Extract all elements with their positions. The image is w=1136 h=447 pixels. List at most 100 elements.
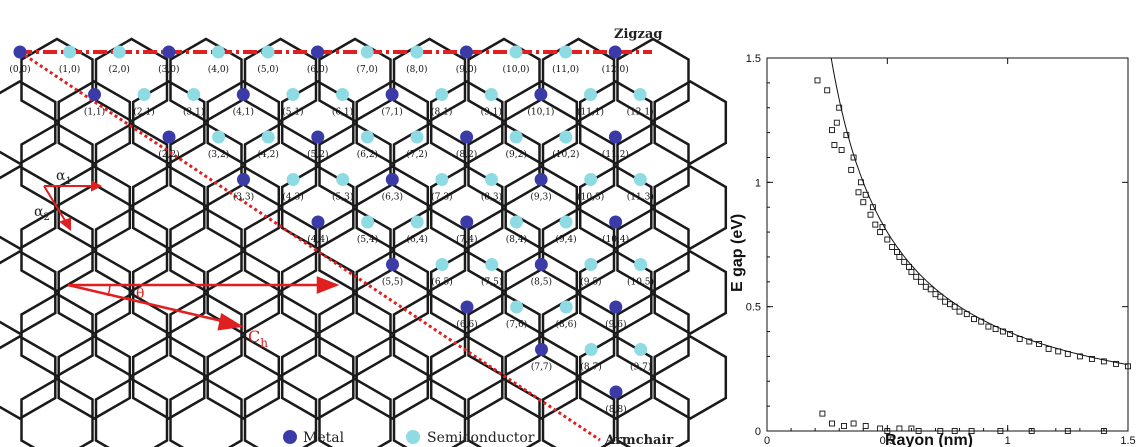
chirality-index-label: (4,4) [307,234,328,245]
hexagon-cell [94,122,169,208]
y-tick-label: 1.5 [746,53,761,65]
chirality-index-label: (8,1) [431,107,452,118]
hexagon-cell [578,80,653,165]
hexagon-cell [131,80,206,165]
metal-point [237,173,250,186]
y-tick-label: 0 [755,426,761,438]
hexagon-cell [355,335,430,420]
hexagon-cell [541,122,616,208]
semiconductor-point [634,343,648,356]
chirality-index-label: (9,2) [506,149,527,160]
chirality-index-label: (10,4) [602,234,629,245]
semiconductor-point [211,45,225,59]
metal-point [385,173,399,186]
chirality-index-label: (0,0) [9,64,30,75]
hexagon-cell [541,377,616,447]
metal-point [459,45,473,59]
chirality-index-label: (10,2) [552,149,579,160]
data-point [1026,338,1033,345]
chirality-index-label: (6,2) [357,149,378,160]
data-point [841,423,847,429]
data-point [889,244,896,250]
chirality-index-label: (4,0) [208,64,229,75]
data-point [867,211,874,218]
data-point [824,87,831,94]
hexagon-cell [392,292,467,378]
hexagon-cell [616,37,690,123]
hexagon-cell [280,80,355,165]
semiconductor-point [137,88,151,101]
chirality-index-label: (8,2) [456,149,477,160]
hexagon-cell [467,122,541,208]
semiconductor-point [485,173,498,186]
data-point [1045,345,1052,352]
metal-point [460,215,474,229]
metal-point [608,45,622,59]
data-point [978,318,985,325]
chirality-index-label: (8,5) [531,277,552,288]
x-tick-label: 0.5 [880,435,895,447]
metal-point [609,385,623,399]
data-point [1028,428,1035,434]
metal-point [534,258,548,271]
hexagon-cell [355,250,430,335]
data-point [829,127,835,134]
data-point [872,221,879,228]
hexagon-cell [504,335,579,420]
semiconductor-point [261,45,275,59]
theta-label: θ [136,286,144,302]
hexagon-cell [429,165,504,250]
data-point [829,420,835,427]
axis-ticks: 0 0.5 1 1.5 0 0.5 1 1.5 [746,53,1136,447]
chirality-index-label: (2,2) [158,149,179,160]
data-point [869,204,876,211]
data-point [850,154,857,161]
semiconductor-legend-dot [406,430,420,444]
hexagon-cell [504,165,579,250]
hexagon-cell [280,165,355,250]
hexagon-cell [169,292,243,378]
semiconductor-point [509,45,523,59]
hexagon-cell [429,335,504,420]
data-point [833,119,840,126]
chirality-index-label: (5,0) [257,64,278,75]
band-gap-chart: 0 0.5 1 1.5 0 0.5 1 1.5 Rayon (nm) E gap (eV) [729,53,1136,447]
semiconductor-point [633,173,647,186]
metal-point [534,173,548,186]
hexagon-cell [243,122,318,208]
chirality-labels: (0,0) (1,0) (2,0) (3,0) (4,0) (5,0) (6,0) (7,0)… [9,64,654,415]
chirality-index-label: (6,3) [382,192,403,203]
data-point [1100,428,1107,434]
chirality-index-label: (10,3) [577,192,604,203]
hexagon-cell [392,122,467,208]
chirality-index-label: (9,5) [580,277,601,288]
data-point [819,410,826,417]
x-tick-label: 1.5 [1120,435,1135,447]
semiconductor-point [584,173,598,186]
x-tick-label: 1 [1005,435,1011,447]
semiconductor-point [63,45,77,59]
chirality-index-label: (11,3) [627,192,654,203]
hexagon-cell [206,80,281,165]
hexagon-cell [504,250,579,335]
x-axis-title: Rayon (nm) [885,432,973,447]
hexagon-cell [467,207,541,293]
hexagon-cell [355,80,430,165]
data-point [997,428,1004,434]
data-point [836,104,843,111]
data-point [831,142,838,148]
semiconductor-point [435,258,449,271]
hexagon-cell [243,37,318,123]
y-tick-label: 0.5 [746,302,761,314]
chirality-index-label: (6,5) [431,277,452,288]
data-point [946,301,953,308]
semiconductor-point [510,300,524,314]
metal-point [386,258,399,271]
hexagon-cell [169,37,243,123]
semiconductor-point [360,45,374,59]
data-point [814,77,821,84]
data-point [896,253,903,260]
semiconductor-point [559,215,573,229]
data-point [838,147,845,153]
